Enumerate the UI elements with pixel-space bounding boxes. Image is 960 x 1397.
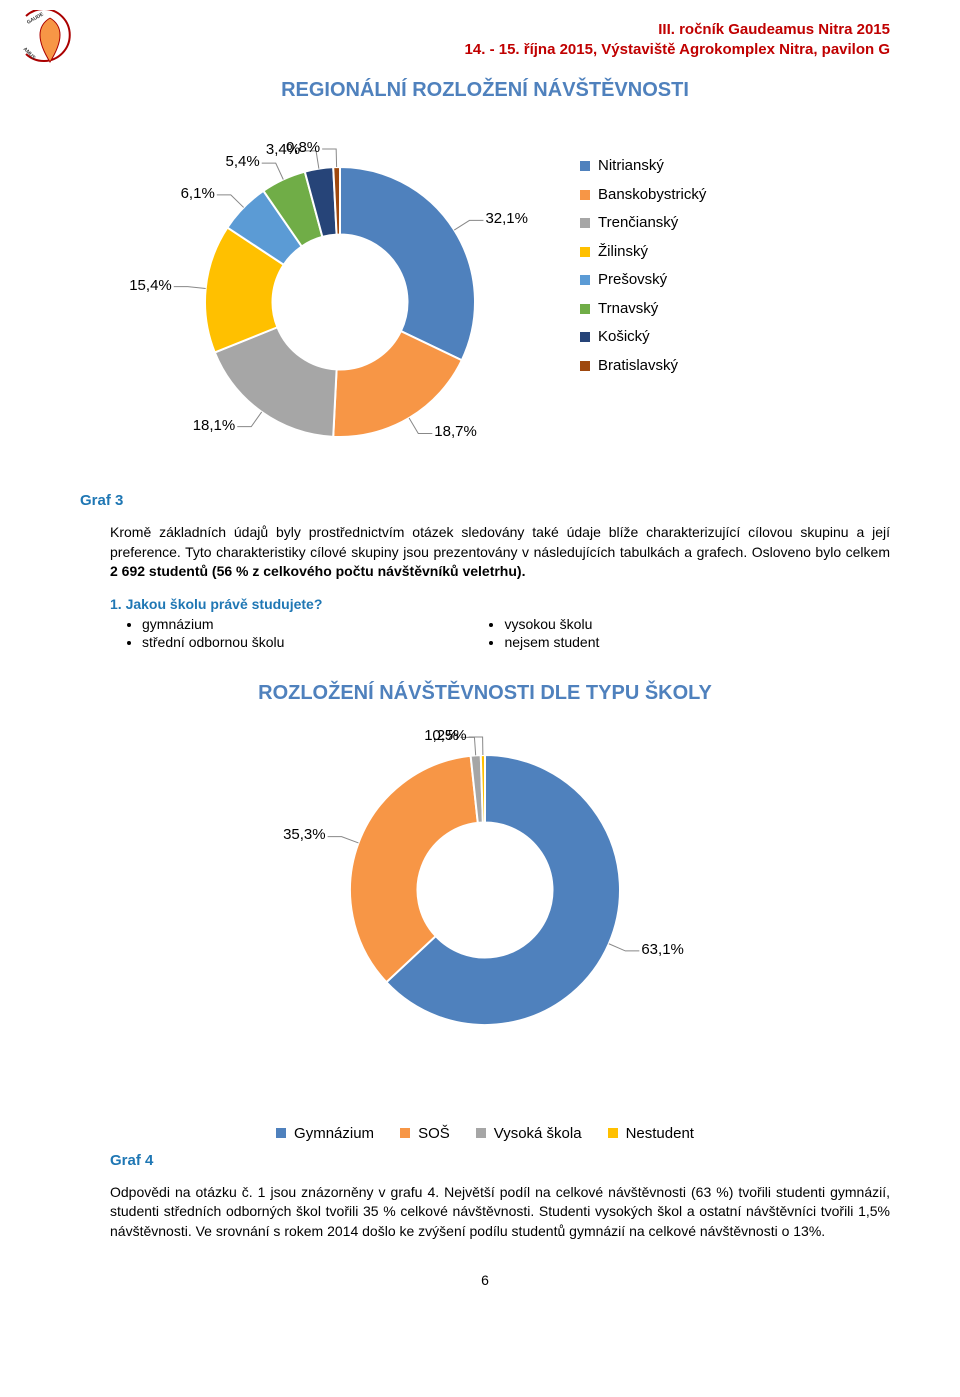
- chart2-title: ROZLOŽENÍ NÁVŠTĚVNOSTI DLE TYPU ŠKOLY: [80, 682, 890, 705]
- graf3-label: Graf 3: [80, 492, 890, 509]
- slice-pct-label: 63,1%: [641, 941, 684, 958]
- legend-label: Žilinský: [598, 238, 648, 267]
- gaudeamus-logo: GAUDE AMUS: [20, 10, 80, 70]
- slice-pct-label: 6,1%: [167, 185, 215, 202]
- graf4-label: Graf 4: [110, 1152, 890, 1169]
- slice-pct-label: 0,8%: [272, 139, 320, 156]
- legend-swatch: [400, 1128, 410, 1138]
- legend-item: Trnavský: [580, 295, 706, 324]
- question1-option: střední odbornou školu: [142, 634, 284, 650]
- slice-pct-label: 18,7%: [434, 423, 477, 440]
- legend-item: Vysoká škola: [476, 1125, 582, 1142]
- legend-label: Banskobystrický: [598, 181, 706, 210]
- slice-pct-label: 0,5%: [419, 727, 467, 744]
- chart1-donut-area: 32,1%18,7%18,1%15,4%6,1%5,4%3,4%0,8%: [120, 102, 540, 482]
- legend-item: Prešovský: [580, 266, 706, 295]
- graf3-paragraph: Kromě základních údajů byly prostřednict…: [110, 523, 890, 582]
- donut-slice: [350, 756, 478, 982]
- legend-swatch: [276, 1128, 286, 1138]
- chart1-svg: [120, 102, 540, 482]
- slice-pct-label: 35,3%: [278, 826, 326, 843]
- legend-item: Nestudent: [608, 1125, 694, 1142]
- legend-label: Prešovský: [598, 266, 667, 295]
- page-number: 6: [80, 1272, 890, 1288]
- chart1-legend: NitrianskýBanskobystrickýTrenčianskýŽili…: [580, 152, 706, 380]
- legend-swatch: [580, 275, 590, 285]
- legend-item: SOŠ: [400, 1125, 450, 1142]
- legend-label: Košický: [598, 323, 650, 352]
- legend-label: Gymnázium: [294, 1125, 374, 1142]
- legend-label: Trenčianský: [598, 209, 678, 238]
- legend-swatch: [580, 218, 590, 228]
- question1-option: vysokou školu: [504, 616, 599, 632]
- legend-swatch: [580, 332, 590, 342]
- legend-label: Nitrianský: [598, 152, 664, 181]
- question1-title: 1. Jakou školu právě studujete?: [110, 596, 890, 612]
- chart1-title: REGIONÁLNÍ ROZLOŽENÍ NÁVŠTĚVNOSTI: [80, 79, 890, 102]
- legend-label: Trnavský: [598, 295, 658, 324]
- legend-swatch: [580, 361, 590, 371]
- legend-item: Bratislavský: [580, 352, 706, 381]
- legend-item: Košický: [580, 323, 706, 352]
- header-line-2: 14. - 15. října 2015, Výstaviště Agrokom…: [80, 40, 890, 60]
- legend-label: Vysoká škola: [494, 1125, 582, 1142]
- legend-label: Nestudent: [626, 1125, 694, 1142]
- chart2-legend: Gymnázium SOŠ Vysoká škola Nestudent: [80, 1125, 890, 1142]
- header-line-1: III. ročník Gaudeamus Nitra 2015: [80, 20, 890, 40]
- slice-pct-label: 18,1%: [187, 417, 235, 434]
- legend-swatch: [580, 161, 590, 171]
- legend-label: Bratislavský: [598, 352, 678, 381]
- legend-item: Nitrianský: [580, 152, 706, 181]
- slice-pct-label: 32,1%: [485, 210, 528, 227]
- legend-item: Žilinský: [580, 238, 706, 267]
- slice-pct-label: 15,4%: [124, 277, 172, 294]
- question1-left-list: gymnázium střední odbornou školu: [122, 616, 284, 652]
- legend-item: Gymnázium: [276, 1125, 374, 1142]
- chart2-svg: [295, 715, 675, 1075]
- header-event-info: III. ročník Gaudeamus Nitra 2015 14. - 1…: [80, 20, 890, 59]
- question1-options: gymnázium střední odbornou školu vysokou …: [122, 616, 890, 652]
- donut-slice: [340, 167, 475, 360]
- legend-swatch: [580, 304, 590, 314]
- chart1-block: 32,1%18,7%18,1%15,4%6,1%5,4%3,4%0,8% Nit…: [80, 102, 890, 482]
- legend-item: Trenčianský: [580, 209, 706, 238]
- question1-option: gymnázium: [142, 616, 284, 632]
- page-header: GAUDE AMUS III. ročník Gaudeamus Nitra 2…: [80, 20, 890, 59]
- question1-right-list: vysokou školu nejsem student: [484, 616, 599, 652]
- question1-option: nejsem student: [504, 634, 599, 650]
- legend-item: Banskobystrický: [580, 181, 706, 210]
- legend-label: SOŠ: [418, 1125, 450, 1142]
- graf4-paragraph: Odpovědi na otázku č. 1 jsou znázorněny …: [110, 1183, 890, 1242]
- chart2-donut-area: 63,1%35,3%1,2%0,5%: [295, 715, 675, 1075]
- legend-swatch: [580, 190, 590, 200]
- legend-swatch: [476, 1128, 486, 1138]
- legend-swatch: [608, 1128, 618, 1138]
- legend-swatch: [580, 247, 590, 257]
